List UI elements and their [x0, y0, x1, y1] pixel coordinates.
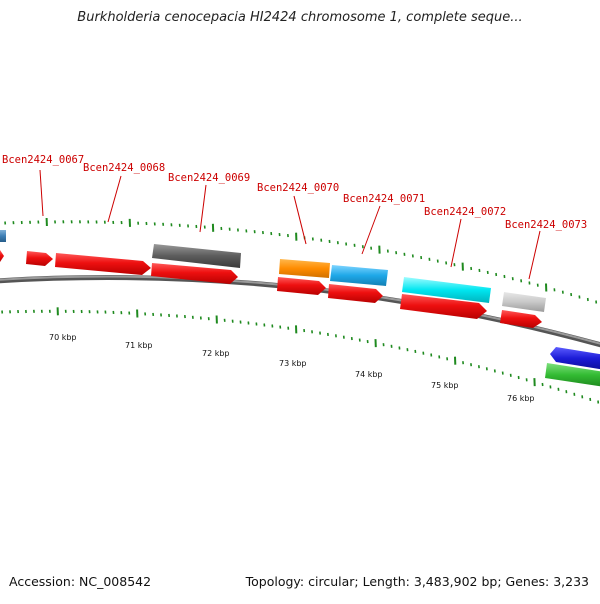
gene-label[interactable]: Bcen2424_0071	[343, 193, 425, 205]
feature-track-lower	[545, 347, 600, 387]
scale-label: 75 kbp	[431, 381, 459, 390]
gene-feature-orange[interactable]	[279, 259, 330, 278]
gene-label[interactable]: Bcen2424_0070	[257, 182, 339, 194]
accession-text: Accession: NC_008542	[9, 574, 151, 589]
feature-track-upper	[0, 230, 546, 312]
scale-label: 73 kbp	[279, 359, 307, 368]
cds-arrow[interactable]	[500, 310, 542, 328]
cds-arrow[interactable]	[277, 277, 326, 295]
scale-label: 76 kbp	[507, 394, 535, 403]
gene-label[interactable]: Bcen2424_0068	[83, 162, 165, 174]
gene-label[interactable]: Bcen2424_0067	[2, 154, 84, 166]
scale-label: 74 kbp	[355, 370, 383, 379]
cds-arrow[interactable]	[55, 253, 151, 275]
scale-labels: 70 kbp 71 kbp 72 kbp 73 kbp 74 kbp 75 kb…	[49, 333, 535, 403]
scale-label: 72 kbp	[202, 349, 230, 358]
gene-feature-steelblue[interactable]	[0, 230, 6, 242]
gene-label[interactable]: Bcen2424_0069	[168, 172, 250, 184]
gene-label[interactable]: Bcen2424_0073	[505, 219, 587, 231]
scale-label: 70 kbp	[49, 333, 77, 342]
cds-arrow[interactable]	[0, 250, 4, 262]
cds-arrow[interactable]	[328, 284, 383, 303]
gene-label[interactable]: Bcen2424_0072	[424, 206, 506, 218]
map-title: Burkholderia cenocepacia HI2424 chromoso…	[0, 10, 600, 25]
topology-summary: Topology: circular; Length: 3,483,902 bp…	[246, 574, 589, 589]
gene-labels: Bcen2424_0067 Bcen2424_0068 Bcen2424_006…	[2, 154, 587, 231]
gene-feature-skyblue[interactable]	[330, 265, 388, 286]
cds-arrow[interactable]	[26, 251, 53, 266]
scale-label: 71 kbp	[125, 341, 153, 350]
gene-feature-lightgray[interactable]	[502, 292, 546, 312]
